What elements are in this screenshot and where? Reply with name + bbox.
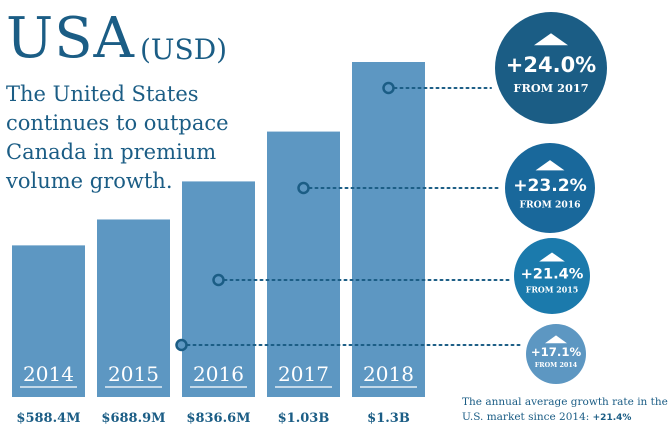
footnote: The annual average growth rate in the U.… [462,395,668,426]
growth-circle-2015 [526,324,586,384]
year-label-2014: 2014 [23,362,74,386]
growth-value-2018: +24.0% [506,53,596,77]
year-label-2018: 2018 [363,362,414,386]
value-label-2018: $1.3B [367,411,410,426]
growth-label-2015: FROM 2014 [535,361,578,369]
up-arrow-icon [539,252,565,262]
growth-value-2017: +23.2% [513,176,587,196]
value-label-2015: $688.9M [101,411,165,426]
value-label-2014: $588.4M [16,411,80,426]
chart-subtitle: The United States continues to outpace C… [6,82,229,193]
year-label-2015: 2015 [108,362,159,386]
marker-dot-2018 [382,81,395,95]
bar-2017 [267,131,340,398]
growth-label-2016: FROM 2015 [526,285,578,294]
bar-2015 [97,219,170,397]
bar-2018 [352,62,425,397]
up-arrow-icon [545,335,567,344]
growth-label-2017: FROM 2016 [519,199,580,210]
marker-dot-2016 [212,273,225,287]
bar-2016 [182,181,255,397]
currency-label: (USD) [140,33,228,66]
page-title: USA [6,6,135,71]
year-label-2016: 2016 [193,362,244,386]
up-arrow-icon [535,160,565,171]
year-label-2017: 2017 [278,362,329,386]
footnote-value: +21.4% [592,413,632,423]
value-label-2016: $836.6M [186,411,250,426]
growth-value-2015: +17.1% [531,345,582,359]
footnote-text: The annual average growth rate in the U.… [462,396,668,423]
growth-circle-2017 [505,143,595,233]
marker-dot-2017 [297,181,310,195]
growth-label-2018: FROM 2017 [513,81,588,95]
growth-value-2016: +21.4% [521,266,584,283]
growth-circle-2018 [495,12,607,124]
up-arrow-icon [534,33,568,46]
growth-circle-2016 [514,238,590,314]
marker-dot-2015 [175,338,188,352]
value-label-2017: $1.03B [278,411,330,426]
bar-2014 [12,245,85,397]
